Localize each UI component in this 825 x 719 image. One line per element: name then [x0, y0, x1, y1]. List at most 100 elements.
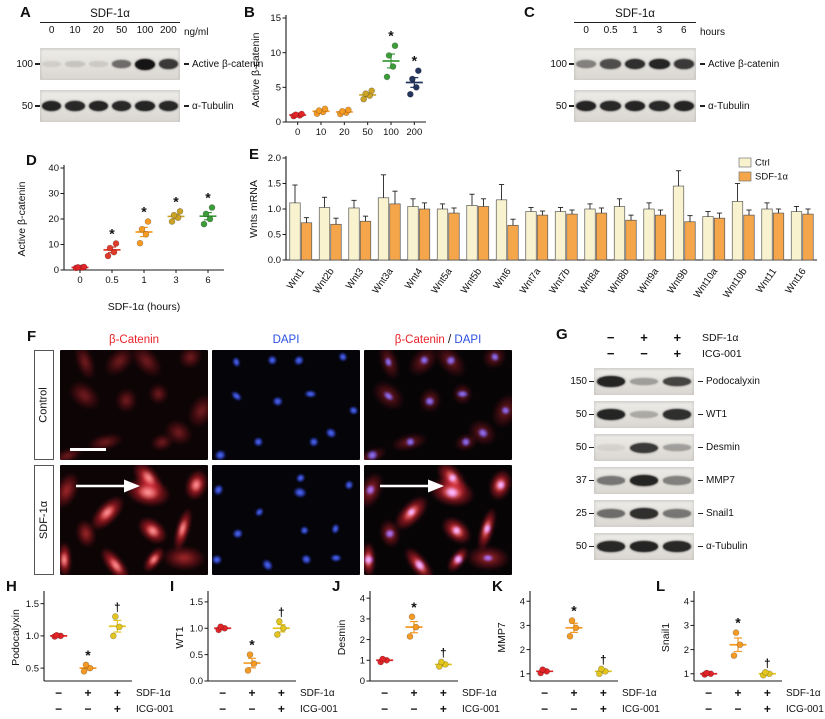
- y-tick-label: 2: [684, 645, 689, 656]
- band-label-text: α-Tubulin: [708, 100, 750, 112]
- condition-symbol: −: [55, 686, 63, 700]
- f-row-label-sdf1a: SDF-1α: [34, 465, 54, 575]
- condition-symbol: −: [606, 330, 615, 345]
- condition-label: ICG-001: [622, 704, 660, 715]
- blot-band-label: Desmin: [698, 434, 740, 461]
- marker-value: 37: [575, 475, 587, 486]
- panel-b-label: B: [244, 4, 256, 21]
- condition-symbol: −: [734, 702, 742, 716]
- chart-I: 0.0 0.5 1.0 1.5 WT1 * †: [174, 591, 296, 687]
- blot-band-label: Active β-catenin: [700, 48, 779, 80]
- condition-symbol: +: [640, 330, 648, 345]
- blot-lane: [594, 401, 627, 428]
- y-tick-label: 3: [520, 621, 525, 632]
- blot-strip: [40, 48, 180, 80]
- blot-lane: [661, 533, 694, 560]
- scale-bar: [70, 447, 106, 451]
- y-tick-label: 1: [360, 655, 365, 666]
- nucleus-stain: [307, 435, 320, 448]
- cell-stain: [61, 374, 107, 417]
- molecular-weight-marker: 50: [560, 434, 594, 461]
- data-point: [383, 73, 391, 81]
- sig-mark: *: [411, 599, 417, 615]
- bar-sdf1a: [477, 206, 490, 261]
- bar-ctrl: [761, 208, 773, 261]
- data-point: [345, 106, 352, 114]
- blot-lane: [594, 500, 627, 527]
- bar-sdf1a: [418, 208, 431, 261]
- cell-stain: [124, 350, 170, 384]
- panel-h-label: H: [6, 578, 18, 595]
- cell-stain: [147, 382, 170, 406]
- nucleus-stain: [347, 404, 360, 417]
- y-axis-label: WT1: [174, 626, 186, 648]
- chart-H: 0.5 1.0 1.5 Podocalyxin * †: [10, 591, 132, 682]
- band-tick: [698, 479, 703, 482]
- x-tick-label: Wnt7a: [518, 266, 544, 296]
- bar-ctrl: [289, 202, 301, 261]
- blot-band: [663, 541, 692, 552]
- y-tick-label: 0: [276, 117, 281, 128]
- sig-mark: *: [141, 204, 147, 220]
- f-image-grid: [60, 350, 512, 575]
- panel-a-label: A: [20, 4, 32, 21]
- f-merge-part2: DAPI: [454, 334, 482, 346]
- lane-label: 0.5: [603, 25, 618, 36]
- blot-band: [649, 100, 670, 112]
- bar-ctrl: [525, 211, 537, 261]
- blot-band: [575, 100, 597, 112]
- y-tick-label: 10: [270, 48, 281, 59]
- bar-ctrl: [702, 216, 714, 261]
- x-tick-label: Wnt9b: [665, 266, 691, 296]
- bar-sdf1a: [654, 214, 667, 261]
- bar-sdf1a: [566, 213, 578, 261]
- y-axis-label: MMP7: [496, 622, 508, 652]
- marker-value: 50: [555, 100, 567, 112]
- cell-stain: [60, 442, 87, 460]
- lane-label: 100: [136, 25, 154, 36]
- blot-strip: [594, 368, 694, 395]
- condition-label: SDF-1α: [702, 332, 739, 344]
- nucleus-stain: [330, 554, 343, 563]
- marker-tick: [589, 380, 594, 383]
- band-label-text: α-Tubulin: [192, 100, 234, 112]
- condition-symbol: −: [705, 702, 713, 716]
- nucleus-stain: [455, 390, 470, 399]
- blot-strip: [40, 90, 180, 122]
- data-point: [379, 655, 386, 663]
- panel-h: H 0.5 1.0 1.5 Podocalyxin * † − + + SDF-1α − − + ICG…: [6, 576, 178, 719]
- blot-band: [88, 100, 109, 112]
- blot-lane: [627, 401, 660, 428]
- blot-strip: [594, 533, 694, 560]
- blot-band-label: Podocalyxin: [698, 368, 760, 395]
- condition-label: SDF-1α: [622, 688, 657, 699]
- blot-band: [135, 58, 155, 70]
- blot-lane: [594, 368, 627, 395]
- band-tick: [184, 63, 189, 65]
- condition-symbol: +: [84, 686, 92, 700]
- blot-lane: [627, 500, 660, 527]
- blot-band: [41, 100, 62, 112]
- blot-band: [41, 60, 62, 68]
- panel-h-chart: 0.5 1.0 1.5 Podocalyxin * †: [8, 582, 134, 689]
- panel-i: I 0.0 0.5 1.0 1.5 WT1 * † − + + SDF-1α − − + ICG-001: [170, 576, 342, 719]
- sig-mark: †: [440, 648, 446, 660]
- bar-ctrl: [554, 211, 567, 261]
- f-image-row1-blue: [212, 350, 360, 460]
- data-point: [385, 52, 393, 59]
- blot-band-label: Active β-catenin: [184, 48, 263, 80]
- nucleus-stain: [251, 436, 264, 449]
- x-tick-label: Wnt2b: [311, 266, 337, 296]
- y-tick-label: 4: [520, 596, 525, 607]
- f-row-label-sdf1a-text: SDF-1α: [38, 500, 51, 540]
- blot-strip: [594, 500, 694, 527]
- blot-band: [630, 410, 658, 419]
- nucleus-stain: [230, 355, 242, 369]
- data-point: [409, 75, 416, 83]
- blot-band: [596, 476, 625, 485]
- molecular-weight-marker: 25: [560, 500, 594, 527]
- condition-symbol: −: [55, 702, 63, 716]
- blot-band: [630, 377, 658, 386]
- nucleus-stain: [212, 447, 228, 460]
